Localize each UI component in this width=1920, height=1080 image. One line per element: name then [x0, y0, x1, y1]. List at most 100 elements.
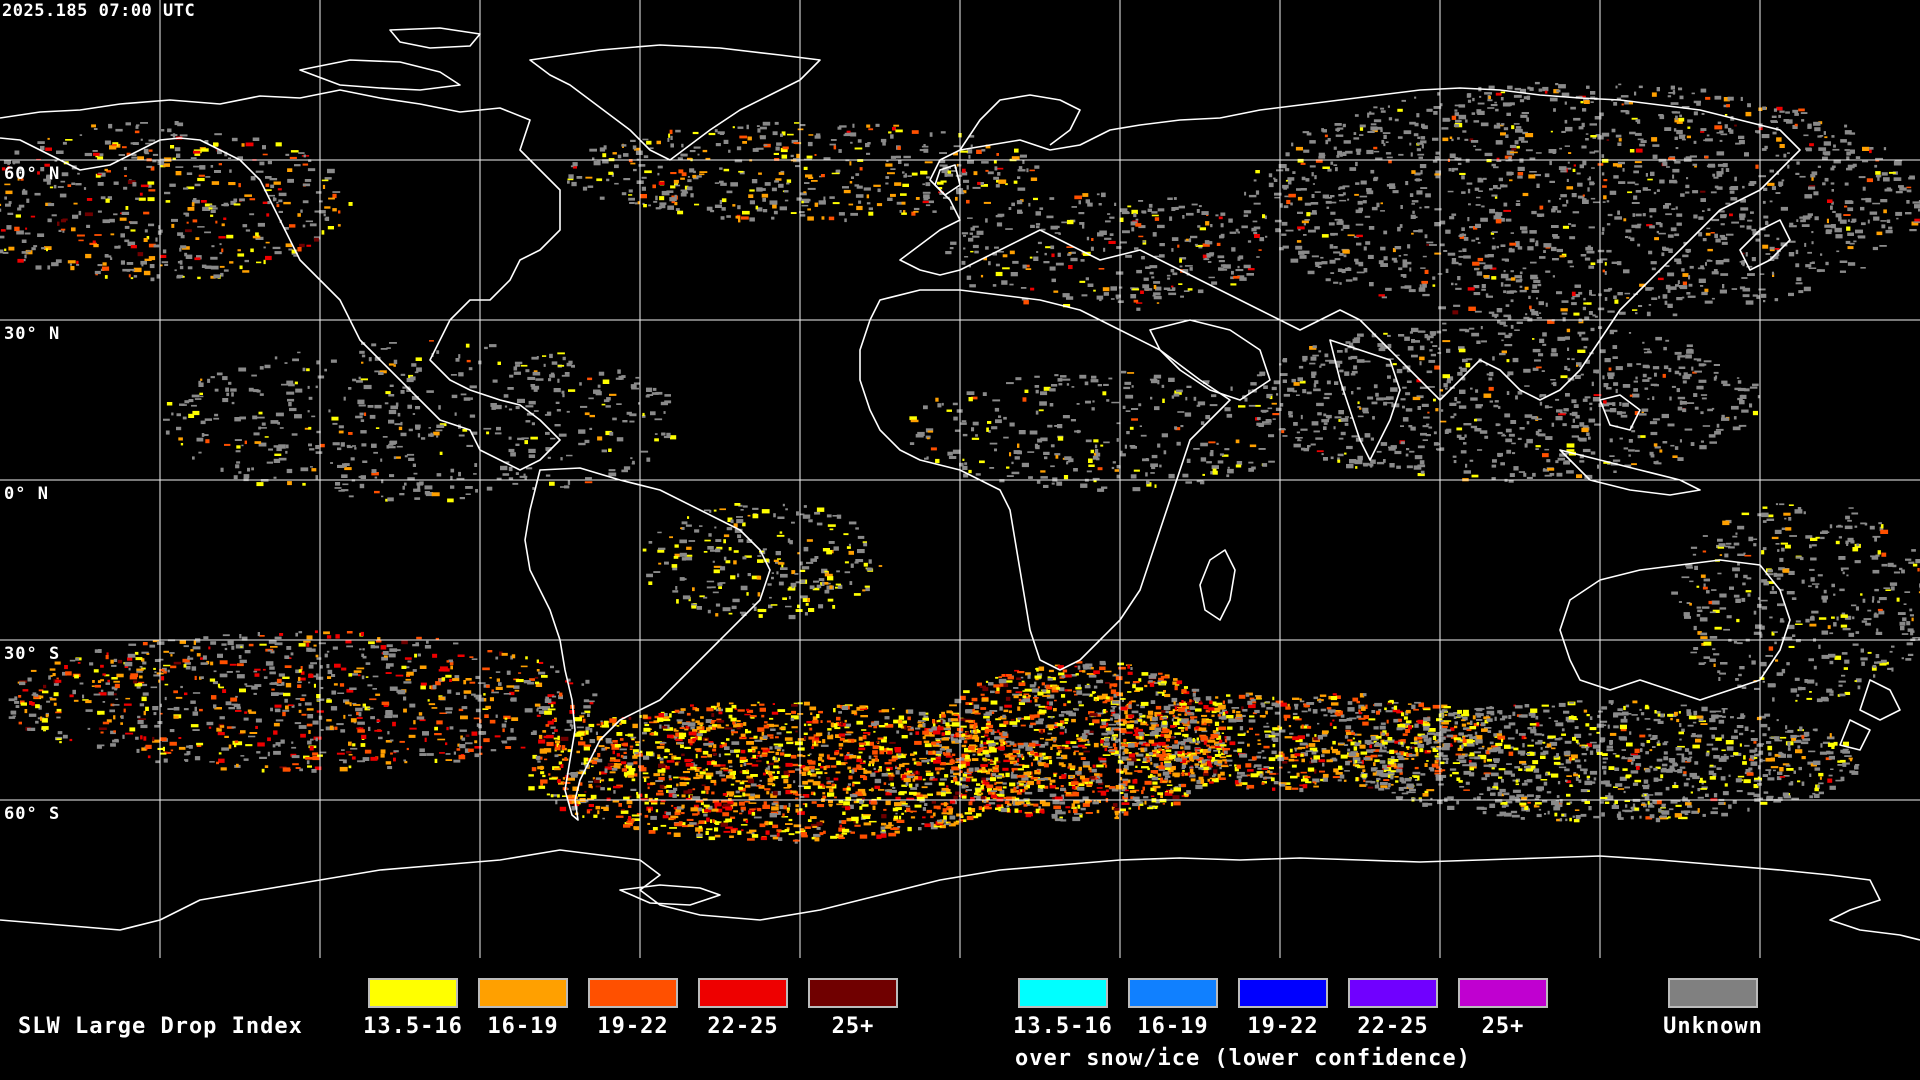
cloud-pixel: [1244, 191, 1247, 196]
cloud-pixel: [1769, 591, 1777, 594]
cloud-pixel: [47, 218, 52, 223]
cloud-pixel: [1892, 564, 1897, 568]
cloud-pixel: [1781, 547, 1785, 552]
cloud-pixel: [306, 708, 314, 711]
cloud-pixel: [386, 663, 394, 667]
cloud-pixel: [648, 204, 651, 207]
cloud-pixel: [236, 461, 241, 464]
cloud-pixel: [1703, 641, 1712, 646]
cloud-pixel: [1813, 121, 1821, 126]
cloud-pixel: [210, 265, 219, 270]
cloud-pixel: [1492, 459, 1497, 463]
cloud-pixel: [1467, 99, 1472, 103]
cloud-pixel: [1852, 643, 1859, 646]
cloud-pixel: [1579, 333, 1582, 337]
cloud-pixel: [1338, 437, 1344, 440]
cloud-pixel: [681, 143, 684, 148]
cloud-pixel: [398, 426, 403, 431]
cloud-pixel: [980, 182, 984, 186]
cloud-pixel: [1606, 200, 1610, 203]
cloud-pixel: [1514, 329, 1520, 331]
cloud-pixel: [249, 213, 255, 216]
cloud-pixel: [449, 661, 454, 666]
cloud-pixel: [1593, 369, 1599, 374]
cloud-pixel: [107, 691, 114, 696]
cloud-pixel: [288, 383, 295, 387]
cloud-pixel: [1464, 138, 1469, 141]
cloud-pixel: [1200, 421, 1205, 425]
cloud-pixel: [153, 712, 157, 716]
cloud-pixel: [1604, 383, 1609, 386]
cloud-pixel: [989, 467, 995, 469]
cloud-pixel: [18, 695, 22, 698]
cloud-pixel: [1674, 118, 1683, 123]
cloud-pixel: [1783, 119, 1789, 122]
cloud-pixel: [732, 204, 736, 207]
cloud-pixel: [198, 380, 202, 384]
cloud-pixel: [612, 152, 617, 155]
cloud-pixel: [1537, 429, 1542, 432]
cloud-pixel: [273, 476, 277, 479]
cloud-pixel: [608, 472, 617, 477]
cloud-pixel: [1642, 187, 1648, 191]
cloud-pixel: [1646, 224, 1653, 227]
cloud-pixel: [1838, 217, 1842, 222]
cloud-pixel: [104, 254, 109, 258]
cloud-pixel: [790, 212, 797, 214]
cloud-pixel: [1653, 191, 1657, 195]
cloud-pixel: [113, 213, 118, 216]
cloud-pixel: [752, 148, 759, 152]
cloud-pixel: [248, 735, 256, 738]
cloud-pixel: [294, 381, 298, 385]
cloud-pixel: [690, 193, 694, 198]
cloud-pixel: [937, 187, 943, 190]
cloud-pixel: [1799, 216, 1806, 219]
cloud-pixel: [1405, 181, 1409, 186]
cloud-pixel: [1501, 339, 1504, 342]
cloud-pixel: [192, 729, 200, 731]
cloud-pixel: [121, 211, 130, 215]
cloud-pixel: [1774, 641, 1777, 645]
cloud-pixel: [244, 194, 252, 197]
cloud-pixel: [1671, 111, 1678, 113]
cloud-pixel: [297, 677, 306, 681]
cloud-pixel: [1820, 253, 1823, 256]
cloud-pixel: [389, 342, 397, 344]
cloud-pixel: [641, 186, 646, 191]
cloud-pixel: [1357, 333, 1364, 337]
cloud-pixel: [177, 232, 184, 236]
cloud-pixel: [687, 179, 692, 183]
cloud-pixel: [1287, 387, 1295, 392]
cloud-pixel: [1459, 172, 1466, 175]
cloud-pixel: [1429, 349, 1433, 352]
cloud-pixel: [1809, 623, 1817, 627]
cloud-pixel: [515, 472, 519, 475]
cloud-pixel: [645, 395, 650, 398]
cloud-pixel: [1612, 459, 1621, 462]
cloud-pixel: [1906, 189, 1912, 193]
cloud-pixel: [239, 198, 245, 202]
cloud-pixel: [1613, 175, 1619, 179]
cloud-pixel: [1796, 161, 1800, 165]
cloud-pixel: [458, 354, 461, 359]
cloud-pixel: [413, 720, 416, 725]
cloud-pixel: [273, 730, 278, 735]
cloud-pixel: [1450, 415, 1455, 419]
cloud-pixel: [1150, 396, 1153, 400]
cloud-pixel: [1685, 564, 1693, 567]
cloud-pixel: [1800, 112, 1808, 114]
cloud-pixel: [670, 435, 677, 440]
cloud-pixel: [102, 721, 110, 725]
cloud-pixel: [532, 730, 537, 733]
cloud-pixel: [721, 198, 727, 203]
cloud-pixel: [524, 708, 533, 713]
cloud-pixel: [1454, 283, 1458, 286]
cloud-pixel: [1455, 287, 1462, 290]
cloud-pixel: [129, 675, 138, 680]
cloud-pixel: [1813, 191, 1819, 196]
cloud-pixel: [1256, 417, 1261, 420]
cloud-pixel: [593, 389, 601, 394]
cloud-pixel: [1456, 401, 1461, 404]
cloud-pixel: [599, 147, 606, 152]
cloud-pixel: [923, 405, 928, 410]
